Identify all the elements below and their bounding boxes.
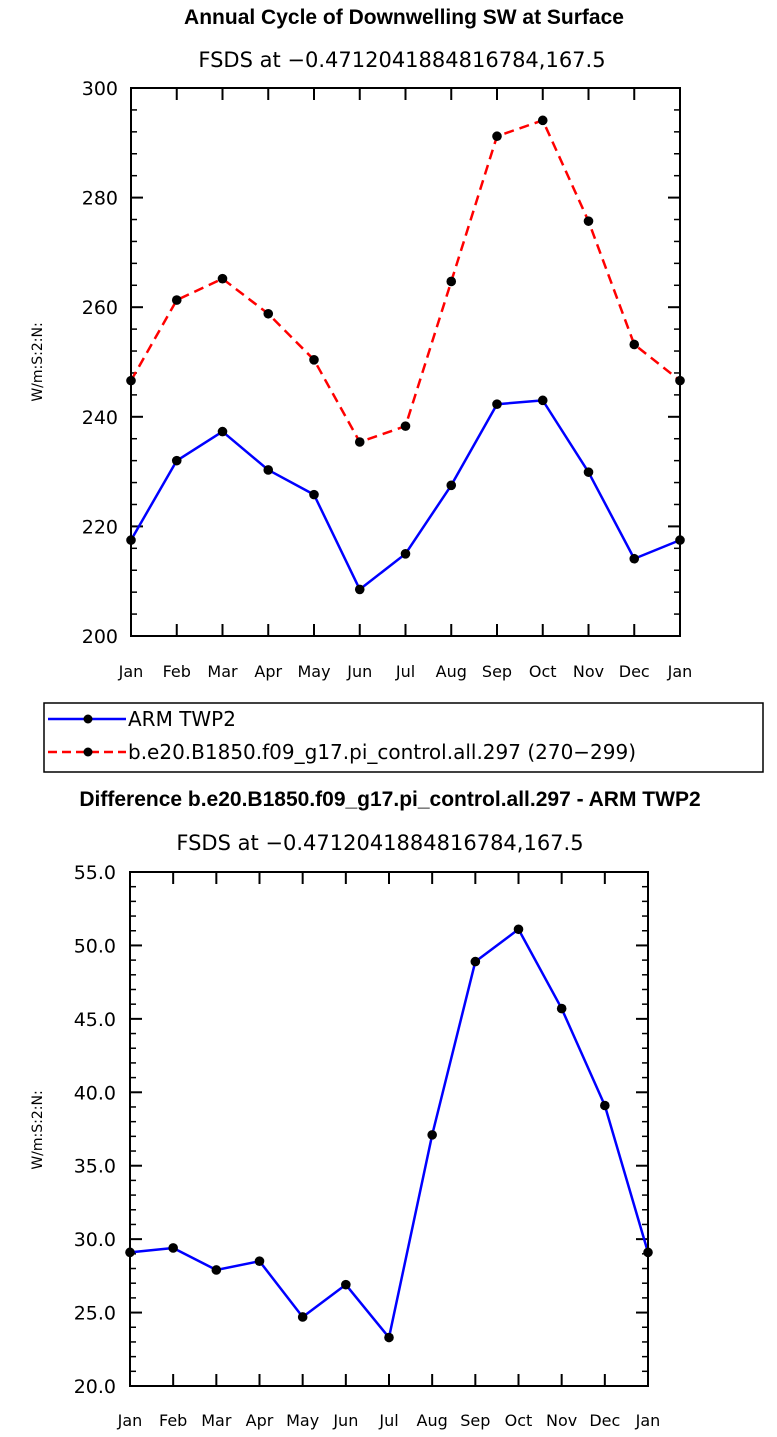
ytick-label: 280 xyxy=(82,188,118,210)
ytick-label: 45.0 xyxy=(74,1009,116,1031)
xtick-label: Jun xyxy=(332,1411,358,1430)
xtick-label: Dec xyxy=(589,1411,620,1430)
xtick-label: Jul xyxy=(395,662,415,681)
ytick-label: 220 xyxy=(82,516,118,538)
data-point xyxy=(217,273,228,284)
data-point xyxy=(297,1312,308,1322)
data-point xyxy=(583,216,594,226)
data-point xyxy=(470,956,481,967)
xtick-label: Nov xyxy=(573,662,604,681)
data-point xyxy=(629,553,640,564)
ytick-label: 30.0 xyxy=(74,1229,116,1251)
xtick-label: Apr xyxy=(254,662,282,681)
data-point xyxy=(427,1130,437,1140)
ytick-label: 260 xyxy=(82,297,118,319)
legend-label-arm: ARM TWP2 xyxy=(128,707,236,731)
data-point xyxy=(263,308,274,319)
xtick-label: Nov xyxy=(546,1411,577,1430)
chart1-series xyxy=(126,115,685,595)
data-point xyxy=(384,1332,394,1343)
chart1-ylabel: W/m:S:2:N: xyxy=(30,322,46,401)
chart1-plot-frame xyxy=(130,87,681,637)
data-point xyxy=(309,489,319,500)
legend-marker-model xyxy=(83,747,93,757)
xtick-label: Apr xyxy=(246,1411,274,1430)
legend-label-model: b.e20.B1850.f09_g17.pi_control.all.297 (… xyxy=(128,740,636,764)
ytick-label: 240 xyxy=(82,407,118,429)
xtick-label: Sep xyxy=(482,662,512,681)
data-point xyxy=(171,295,182,305)
chart2-subtitle: FSDS at −0.4712041884816784,167.5 xyxy=(176,831,583,855)
xtick-label: Jan xyxy=(118,662,144,681)
data-point xyxy=(600,1100,610,1111)
data-point xyxy=(446,480,457,491)
xtick-label: Jan xyxy=(117,1411,143,1430)
chart1-subtitle: FSDS at −0.4712041884816784,167.5 xyxy=(198,48,605,72)
data-point xyxy=(168,1243,178,1253)
legend-box xyxy=(43,702,764,773)
ytick-label: 25.0 xyxy=(74,1303,116,1325)
ytick-label: 20.0 xyxy=(74,1376,116,1398)
ytick-label: 35.0 xyxy=(74,1156,116,1178)
legend: ARM TWP2 b.e20.B1850.f09_g17.pi_control.… xyxy=(43,702,764,773)
ytick-label: 55.0 xyxy=(74,862,116,884)
ytick-label: 300 xyxy=(82,78,118,100)
data-point xyxy=(492,399,502,409)
xtick-label: Mar xyxy=(201,1411,232,1430)
legend-marker-arm xyxy=(83,714,93,724)
data-point xyxy=(354,584,365,595)
data-point xyxy=(537,395,548,406)
data-point xyxy=(513,924,524,935)
data-point xyxy=(537,115,548,126)
xtick-label: Oct xyxy=(505,1411,533,1430)
data-point xyxy=(400,421,411,431)
data-point xyxy=(629,339,640,350)
data-point xyxy=(492,131,502,142)
xtick-label: Aug xyxy=(436,662,467,681)
series-line-0 xyxy=(129,928,650,1339)
data-point xyxy=(583,467,594,477)
data-point xyxy=(400,549,411,559)
chart2-ylabel: W/m:S:2:N: xyxy=(30,1090,46,1169)
chart1-title: Annual Cycle of Downwelling SW at Surfac… xyxy=(184,6,624,29)
xtick-label: Jul xyxy=(378,1411,398,1430)
series-line-1 xyxy=(129,119,681,444)
chart2-series xyxy=(125,924,653,1343)
xtick-label: May xyxy=(286,1411,319,1430)
xtick-label: Feb xyxy=(159,1411,187,1430)
data-point xyxy=(254,1256,265,1266)
ytick-label: 200 xyxy=(82,626,118,648)
data-point xyxy=(211,1265,222,1275)
data-point xyxy=(171,455,182,466)
data-point xyxy=(556,1003,567,1014)
data-point xyxy=(446,276,457,287)
xtick-label: Mar xyxy=(207,662,238,681)
data-point xyxy=(217,426,228,437)
xtick-label: Aug xyxy=(417,1411,448,1430)
chart2-title: Difference b.e20.B1850.f09_g17.pi_contro… xyxy=(79,788,700,811)
xtick-label: Jan xyxy=(635,1411,661,1430)
xtick-label: Sep xyxy=(460,1411,490,1430)
xtick-label: Oct xyxy=(529,662,557,681)
xtick-label: Dec xyxy=(619,662,650,681)
chart2-ticks xyxy=(129,871,649,1387)
xtick-label: May xyxy=(297,662,330,681)
xtick-label: Jan xyxy=(667,662,693,681)
data-point xyxy=(341,1279,351,1290)
data-point xyxy=(309,355,319,365)
ytick-label: 50.0 xyxy=(74,935,116,957)
data-point xyxy=(263,465,274,475)
data-point xyxy=(354,437,365,447)
ytick-label: 40.0 xyxy=(74,1082,116,1104)
xtick-label: Jun xyxy=(346,662,372,681)
chart2-plot-frame xyxy=(129,871,649,1387)
xtick-label: Feb xyxy=(163,662,191,681)
